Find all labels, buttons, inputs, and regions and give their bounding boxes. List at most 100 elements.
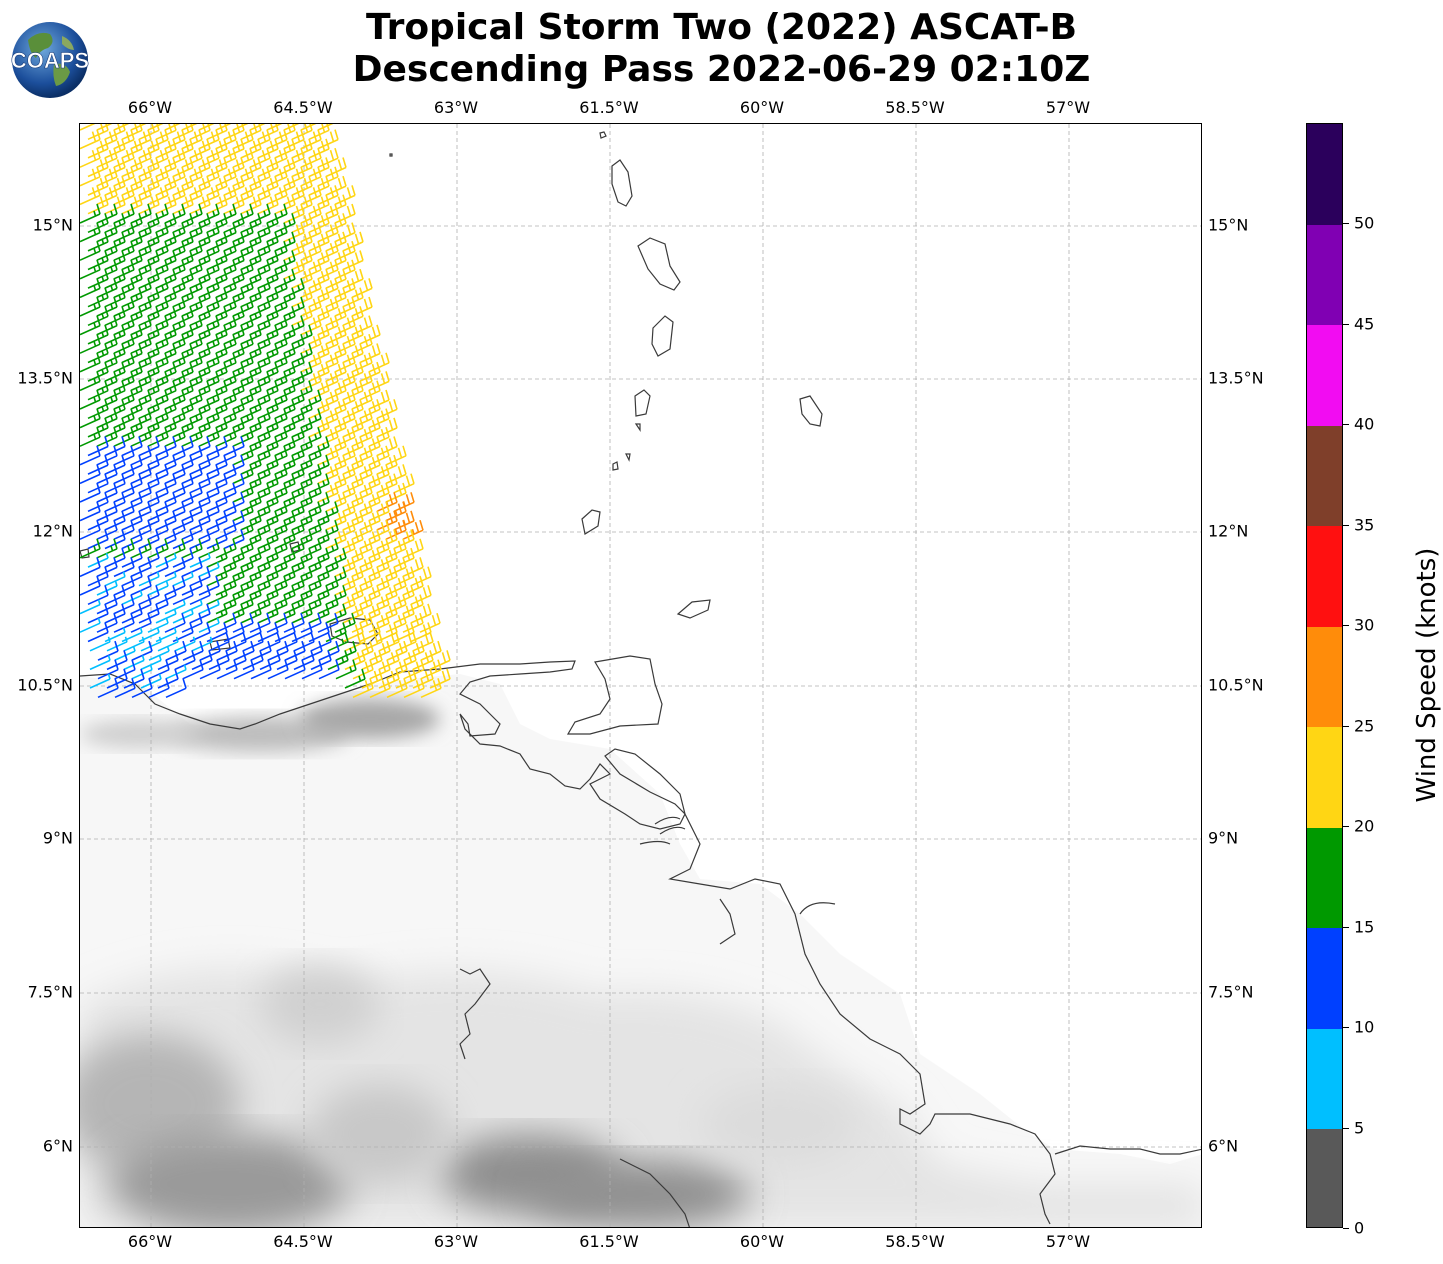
wind-barb <box>80 278 101 299</box>
wind-barb <box>89 636 111 652</box>
colorbar-segment <box>1307 626 1342 728</box>
wind-barb-stroke <box>80 129 101 150</box>
colorbar-segment <box>1307 224 1342 326</box>
wind-barb-stroke <box>301 659 323 680</box>
lat-label-left: 13.5°N <box>17 368 73 388</box>
colorbar-tick <box>1343 323 1349 325</box>
lon-label-bottom: 58.5°W <box>885 1232 945 1251</box>
wind-barb <box>233 659 255 680</box>
wind-barb <box>410 622 432 643</box>
wind-barb-stroke <box>148 678 170 699</box>
map-panel <box>79 123 1202 1228</box>
wind-barb-stroke <box>80 296 101 317</box>
lat-label-right: 10.5°N <box>1208 675 1264 695</box>
lon-label-top: 57°W <box>1045 98 1091 117</box>
wind-barb-stroke <box>291 622 313 643</box>
colorbar-segment <box>1307 1028 1342 1130</box>
colorbar-tick-label: 10 <box>1354 1017 1375 1037</box>
chart-title-line1: Tropical Storm Two (2022) ASCAT-B <box>365 7 1078 48</box>
wind-barb <box>148 678 170 699</box>
lon-label-bottom: 60°W <box>739 1232 785 1251</box>
lon-label-top: 60°W <box>739 98 785 117</box>
wind-barb-stroke <box>131 678 153 699</box>
colorbar-segment <box>1307 124 1342 225</box>
wind-barb <box>240 622 262 643</box>
colorbar-segment <box>1307 927 1342 1029</box>
wind-barb-stroke <box>318 659 340 680</box>
colorbar-tick-label: 15 <box>1354 917 1375 937</box>
wind-barb-stroke <box>80 408 101 429</box>
wind-barb-stroke <box>89 636 111 652</box>
wind-barb-stroke <box>80 166 101 187</box>
wind-barb-stroke <box>80 557 101 578</box>
colorbar <box>1306 123 1343 1228</box>
wind-barb <box>403 678 425 699</box>
wind-barb <box>138 627 160 643</box>
wind-barb <box>155 627 177 643</box>
wind-barb-stroke <box>80 575 101 596</box>
wind-barb-stroke <box>206 622 228 643</box>
wind-barb-stroke <box>342 622 364 643</box>
lon-label-bottom: 63°W <box>433 1232 479 1251</box>
wind-barb <box>352 678 374 699</box>
wind-barb-stroke <box>104 627 126 643</box>
wind-barb <box>104 571 126 587</box>
wind-barb <box>182 659 204 680</box>
lat-label-left: 9°N <box>42 828 73 848</box>
lon-label-top: 64.5°W <box>273 98 333 117</box>
wind-barb <box>80 538 101 559</box>
wind-barb <box>89 655 111 671</box>
wind-barb-stroke <box>80 147 101 168</box>
wind-barb <box>342 622 364 643</box>
wind-barb-stroke <box>80 617 101 633</box>
colorbar-tick <box>1343 223 1349 225</box>
wind-barb-stroke <box>223 622 245 643</box>
wind-barb <box>80 519 101 540</box>
wind-barb-stroke <box>240 622 262 643</box>
wind-barb-stroke <box>80 389 101 410</box>
wind-barb-stroke <box>80 464 101 485</box>
lon-label-bottom: 64.5°W <box>273 1232 333 1251</box>
lat-label-left: 6°N <box>42 1136 73 1156</box>
wind-barb <box>80 203 101 224</box>
wind-barb <box>318 659 340 680</box>
wind-barb <box>80 296 101 317</box>
colorbar-tick-label: 0 <box>1354 1218 1365 1238</box>
wind-barb-stroke <box>87 622 109 643</box>
colorbar-segment <box>1307 1128 1342 1227</box>
lat-label-right: 12°N <box>1208 521 1249 541</box>
colorbar-tick <box>1343 1127 1349 1129</box>
lat-label-right: 9°N <box>1208 828 1239 848</box>
wind-barb <box>189 622 211 643</box>
wind-barb-stroke <box>165 678 187 699</box>
wind-barb <box>344 668 366 689</box>
wind-barb <box>104 627 126 643</box>
wind-barb-stroke <box>80 185 101 206</box>
wind-barb-stroke <box>284 659 306 680</box>
wind-barb <box>121 627 143 643</box>
wind-barb-stroke <box>189 622 211 643</box>
wind-barb <box>89 673 111 689</box>
lat-label-left: 15°N <box>32 215 73 235</box>
wind-barb-stroke <box>80 538 101 559</box>
wind-barb-stroke <box>155 571 177 587</box>
wind-barb <box>386 678 408 699</box>
wind-barb <box>359 622 381 643</box>
colorbar-segment <box>1307 425 1342 527</box>
wind-barb <box>97 678 119 699</box>
wind-barb-stroke <box>386 678 408 699</box>
wind-barb-stroke <box>410 622 432 643</box>
wind-barb <box>80 259 101 280</box>
wind-barb-stroke <box>376 622 398 643</box>
colorbar-tick <box>1343 1027 1349 1029</box>
wind-barb <box>274 622 296 643</box>
wind-barb <box>80 166 101 187</box>
wind-barb-stroke <box>155 608 177 624</box>
wind-barb <box>114 678 136 699</box>
colorbar-tick-label: 40 <box>1354 414 1375 434</box>
wind-barb-stroke <box>80 124 96 131</box>
wind-barb <box>325 622 347 643</box>
wind-barb <box>80 599 101 615</box>
wind-barb <box>80 124 96 131</box>
wind-barb <box>80 408 101 429</box>
